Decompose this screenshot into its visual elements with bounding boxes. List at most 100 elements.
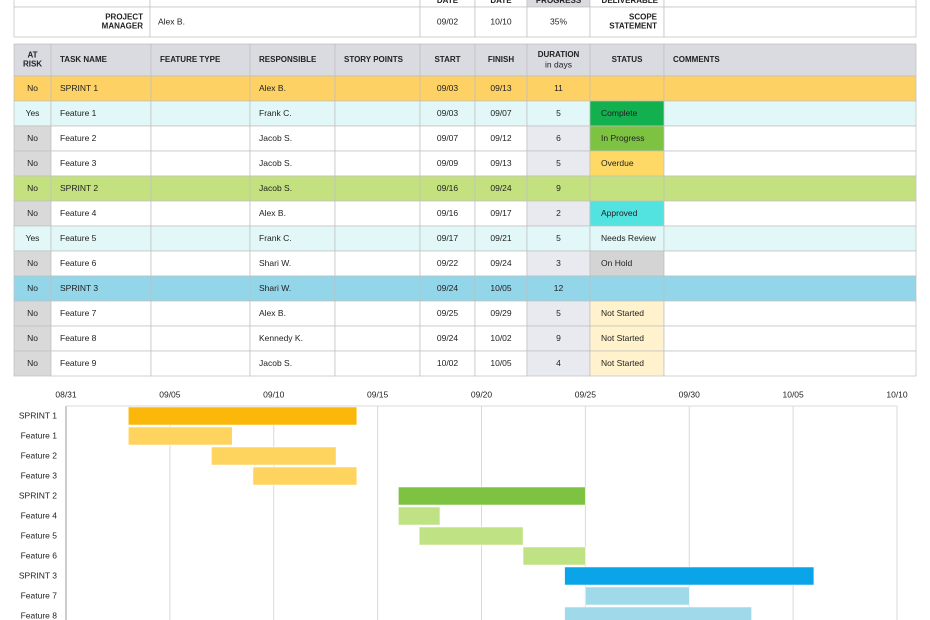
cell [526, 275, 591, 302]
cell [50, 350, 152, 377]
cell [589, 275, 665, 302]
cell [50, 175, 152, 202]
bar [585, 586, 690, 606]
cell-text: Yes [26, 108, 40, 118]
cell-text: Jacob S. [259, 133, 292, 143]
cell [150, 325, 251, 352]
cell [589, 225, 665, 252]
column-header: FEATURE TYPE [160, 55, 221, 64]
cell-text: SPRINT 1 [60, 83, 98, 93]
y-tick-label: Feature 1 [21, 430, 58, 440]
y-tick-label: Feature 6 [21, 550, 58, 560]
cell-text: Feature 6 [60, 258, 97, 268]
cell [474, 43, 528, 77]
cell [149, 6, 421, 38]
cell-text: 09/17 [490, 208, 512, 218]
cell [150, 225, 251, 252]
cell [526, 250, 591, 277]
cell-text: Feature 4 [60, 208, 97, 218]
cell-text: Jacob S. [259, 358, 292, 368]
cell-text: Feature 5 [60, 233, 97, 243]
bar [564, 606, 752, 620]
cell-text: 09/07 [437, 133, 459, 143]
cell [474, 200, 528, 227]
cell [419, 300, 476, 327]
cell-text: Complete [601, 108, 638, 118]
column-header: STATUS [612, 55, 643, 64]
cell [50, 250, 152, 277]
bar [418, 526, 524, 546]
bar [398, 506, 441, 526]
cell [474, 350, 528, 377]
label: SCOPE STATEMENT [609, 13, 657, 31]
cell [50, 325, 152, 352]
cell [663, 175, 917, 202]
cell [474, 175, 528, 202]
cell-text: No [27, 208, 38, 218]
cell-text: Frank C. [259, 233, 292, 243]
cell [663, 150, 917, 177]
cell [249, 275, 336, 302]
cell-text: Alex B. [259, 208, 286, 218]
cell [589, 175, 665, 202]
cell [150, 75, 251, 102]
cell [150, 175, 251, 202]
cell-text: No [27, 133, 38, 143]
cell [474, 100, 528, 127]
cell [13, 300, 52, 327]
cell [249, 225, 336, 252]
cell-text: No [27, 158, 38, 168]
cell [334, 225, 421, 252]
cell [419, 75, 476, 102]
cell [526, 175, 591, 202]
column-header: DURATION [538, 50, 580, 59]
cell-text: 09/07 [490, 108, 512, 118]
cell-text: 2 [556, 208, 561, 218]
cell-text: Needs Review [601, 233, 657, 243]
x-tick-label: 10/10 [886, 389, 908, 399]
cell [474, 6, 528, 38]
cell [334, 250, 421, 277]
bar [564, 566, 815, 586]
cell [13, 6, 151, 38]
cell-text: 09/29 [490, 308, 512, 318]
bar [211, 446, 337, 466]
cell [13, 125, 52, 152]
cell [663, 300, 917, 327]
cell [474, 225, 528, 252]
cell [419, 43, 476, 77]
cell-text: 10/02 [437, 358, 459, 368]
bar [128, 406, 358, 426]
cell-text: 09/03 [437, 83, 459, 93]
cell [526, 100, 591, 127]
cell [249, 75, 336, 102]
cell [13, 350, 52, 377]
column-header: START [434, 55, 460, 64]
cell-text: On Hold [601, 258, 632, 268]
cell [663, 225, 917, 252]
cell [150, 100, 251, 127]
cell [334, 300, 421, 327]
column-header: RESPONSIBLE [259, 55, 317, 64]
cell-text: Feature 2 [60, 133, 97, 143]
cell-text: 4 [556, 358, 561, 368]
cell-text: Not Started [601, 358, 644, 368]
cell-text: Shari W. [259, 283, 291, 293]
cell-text: SPRINT 3 [60, 283, 98, 293]
cell-text: Alex B. [259, 308, 286, 318]
cell-text: 10/05 [490, 358, 512, 368]
cell-text: Shari W. [259, 258, 291, 268]
x-tick-label: 09/25 [575, 389, 597, 399]
cell [249, 250, 336, 277]
cell [334, 275, 421, 302]
cell-text: No [27, 83, 38, 93]
cell [474, 275, 528, 302]
cell [589, 100, 665, 127]
cell [249, 43, 336, 77]
cell [249, 100, 336, 127]
cell [249, 200, 336, 227]
top-header: DATE [437, 0, 459, 5]
y-tick-label: Feature 2 [21, 450, 58, 460]
top-header: PROGRESS [536, 0, 582, 5]
